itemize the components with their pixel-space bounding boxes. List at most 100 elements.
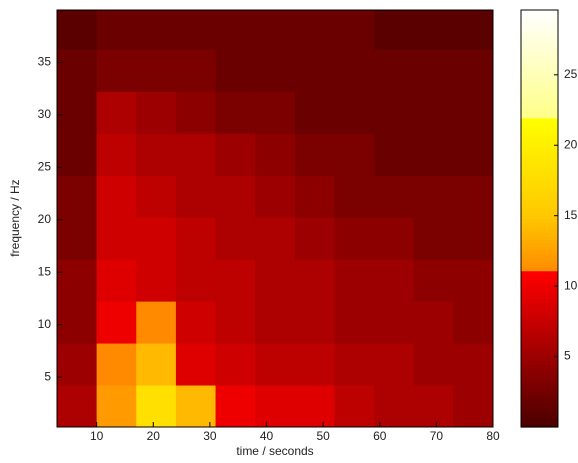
heatmap-cell <box>96 133 137 176</box>
heatmap-cell <box>453 343 494 386</box>
heatmap-cell <box>413 91 454 134</box>
colorbar-segment <box>521 308 558 313</box>
colorbar-segment <box>521 385 558 390</box>
colorbar-segment <box>521 34 558 39</box>
colorbar-segment <box>521 267 558 272</box>
heatmap-cell <box>374 10 415 50</box>
colorbar-segment <box>521 117 558 122</box>
colorbar-segment <box>521 277 558 282</box>
heatmap-cell <box>453 259 494 302</box>
colorbar-segment <box>521 253 558 258</box>
colorbar-segment <box>521 82 558 88</box>
colorbar-segment <box>521 27 558 32</box>
heatmap-cell <box>413 10 454 50</box>
heatmap-cell <box>175 259 217 302</box>
heatmap-cell <box>334 175 375 218</box>
colorbar-segment <box>521 228 558 233</box>
heatmap-cell <box>374 385 415 428</box>
heatmap-cell <box>175 49 217 92</box>
x-tick-label: 60 <box>373 429 387 443</box>
colorbar-segment <box>521 62 558 67</box>
heatmap-cell <box>215 49 256 92</box>
colorbar-segment <box>521 333 558 338</box>
heatmap-cell <box>57 259 98 302</box>
colorbar-segment <box>521 208 558 213</box>
heatmap-cell <box>374 217 415 260</box>
heatmap-cell <box>255 385 296 428</box>
heatmap-cell <box>294 133 335 176</box>
colorbar-segment <box>521 190 558 195</box>
colorbar-segment <box>521 378 558 383</box>
colorbar-segment <box>521 51 558 56</box>
colorbar-segment <box>521 103 558 108</box>
heatmap-cell <box>334 133 375 176</box>
colorbar-segment <box>521 180 558 185</box>
colorbar-segment <box>521 100 558 105</box>
heatmap-cell <box>453 385 494 428</box>
colorbar-tick-label: 20 <box>564 137 578 151</box>
heatmap-cell <box>175 175 217 218</box>
y-tick-label: 35 <box>38 55 52 69</box>
colorbar-segment <box>521 114 558 119</box>
colorbar-segment <box>521 329 558 334</box>
heatmap-cell <box>294 175 335 218</box>
colorbar-segment <box>521 86 558 91</box>
heatmap-cell <box>136 259 177 302</box>
x-tick-label: 40 <box>260 429 274 443</box>
colorbar-segment <box>521 399 558 404</box>
heatmap-cell <box>294 301 335 344</box>
heatmap-cell <box>215 343 256 386</box>
heatmap-cell <box>57 133 98 176</box>
colorbar-segment <box>521 312 558 317</box>
y-tick-label: 15 <box>38 264 52 278</box>
colorbar-segment <box>521 322 558 327</box>
heatmap-cell <box>96 10 137 50</box>
heatmap-cell <box>215 175 256 218</box>
heatmap-cell <box>96 301 137 344</box>
heatmap-cell <box>334 10 375 50</box>
colorbar-segment <box>521 30 558 35</box>
colorbar-segment <box>521 360 558 366</box>
heatmap-cell <box>255 133 296 176</box>
colorbar-segment <box>521 155 558 161</box>
heatmap-cell <box>215 217 256 260</box>
colorbar-segment <box>521 44 558 49</box>
heatmap-cell <box>136 49 177 92</box>
heatmap-cell <box>374 133 415 176</box>
colorbar-segment <box>521 41 558 46</box>
heatmap-cell <box>136 175 177 218</box>
colorbar-segment <box>521 392 558 397</box>
colorbar-segment <box>521 406 558 411</box>
x-tick-label: 30 <box>203 429 217 443</box>
heatmap-cell <box>294 217 335 260</box>
heatmap-cell <box>175 385 217 428</box>
y-tick-label: 25 <box>38 160 52 174</box>
colorbar-segment <box>521 16 558 22</box>
heatmap-cell <box>215 301 256 344</box>
heatmap-cell <box>453 133 494 176</box>
colorbar-segment <box>521 374 558 379</box>
colorbar-segment <box>521 72 558 77</box>
colorbar-segment <box>521 301 558 306</box>
colorbar-segment <box>521 232 558 237</box>
heatmap-cell <box>57 385 98 428</box>
colorbar-tick-label: 10 <box>564 278 578 292</box>
colorbar-segment <box>521 65 558 70</box>
colorbar-segment <box>521 347 558 352</box>
colorbar-segment <box>521 246 558 251</box>
colorbar-segment <box>521 138 558 143</box>
heatmap-cell <box>136 301 177 344</box>
heatmap-cell <box>334 49 375 92</box>
heatmap-cell <box>413 259 454 302</box>
colorbar-segment <box>521 131 558 136</box>
colorbar-segment <box>521 145 558 150</box>
x-tick-label: 20 <box>147 429 161 443</box>
colorbar-segment <box>521 242 558 247</box>
colorbar-segment <box>521 284 558 289</box>
colorbar-segment <box>521 260 558 265</box>
heatmap-cell <box>57 175 98 218</box>
colorbar-segment <box>521 152 558 157</box>
colorbar-segment <box>521 221 558 227</box>
colorbar-segment <box>521 298 558 303</box>
colorbar-segment <box>521 194 558 199</box>
